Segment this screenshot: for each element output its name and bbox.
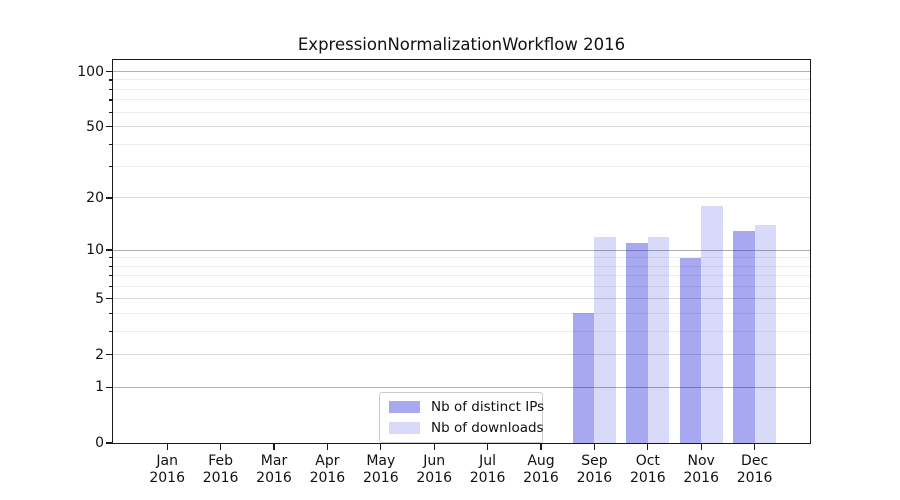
x-tick-label-feb: Feb 2016 xyxy=(202,453,239,486)
x-tick-label-jan: Jan 2016 xyxy=(149,453,185,486)
x-tick-oct xyxy=(647,443,649,450)
gridline-minor-60 xyxy=(113,111,810,113)
gridline-minor-30 xyxy=(113,166,810,168)
legend-label-distinct-ips: Nb of distinct IPs xyxy=(431,399,545,415)
y-tick-10 xyxy=(106,249,113,251)
gridline-minor-4 xyxy=(113,312,810,314)
x-tick-jan xyxy=(166,443,168,450)
bar-oct-downloads xyxy=(647,236,670,443)
y-minor-tick-7 xyxy=(109,275,113,277)
y-minor-tick-30 xyxy=(109,166,113,168)
y-minor-tick-9 xyxy=(109,257,113,259)
gridline-minor-70 xyxy=(113,99,810,101)
y-minor-tick-4 xyxy=(109,312,113,315)
gridline-minor-80 xyxy=(113,88,810,90)
y-tick-1 xyxy=(106,386,113,388)
x-tick-label-jun: Jun 2016 xyxy=(416,453,452,486)
y-tick-5 xyxy=(106,298,113,300)
y-tick-label-2: 2 xyxy=(95,346,104,363)
bar-oct-distinct-ips xyxy=(626,243,648,443)
y-tick-label-100: 100 xyxy=(77,63,104,80)
bar-dec-distinct-ips xyxy=(733,230,755,443)
plot-area xyxy=(112,59,811,444)
x-tick-label-sep: Sep 2016 xyxy=(576,453,613,486)
legend-label-downloads: Nb of downloads xyxy=(431,420,544,436)
y-minor-tick-80 xyxy=(109,88,113,90)
gridline-minor-3 xyxy=(113,330,810,332)
y-tick-2 xyxy=(106,353,113,356)
x-tick-jul xyxy=(487,443,489,450)
bar-nov-downloads xyxy=(701,206,723,443)
gridline-20 xyxy=(113,197,810,199)
legend-swatch-distinct-ips xyxy=(389,401,420,413)
x-tick-jun xyxy=(433,443,435,450)
gridline-1 xyxy=(113,386,810,388)
gridline-minor-40 xyxy=(113,143,810,145)
y-tick-label-5: 5 xyxy=(95,290,104,307)
gridline-2 xyxy=(113,354,810,356)
gridline-50 xyxy=(113,126,810,128)
y-minor-tick-60 xyxy=(109,111,113,113)
legend-swatch-downloads xyxy=(389,422,420,434)
y-tick-20 xyxy=(106,197,113,199)
gridline-minor-7 xyxy=(113,275,810,277)
y-minor-tick-40 xyxy=(109,143,113,145)
x-tick-may xyxy=(380,443,382,450)
x-tick-apr xyxy=(326,443,328,450)
y-tick-50 xyxy=(106,125,113,128)
gridline-10 xyxy=(113,249,810,251)
x-tick-label-aug: Aug 2016 xyxy=(523,453,559,486)
y-tick-label-20: 20 xyxy=(86,189,104,206)
bar-dec-downloads xyxy=(754,225,776,443)
y-tick-label-10: 10 xyxy=(86,242,104,259)
y-minor-tick-70 xyxy=(109,99,113,101)
y-minor-tick-8 xyxy=(109,265,113,267)
x-tick-label-may: May 2016 xyxy=(362,453,399,486)
y-tick-label-50: 50 xyxy=(86,118,104,135)
y-minor-tick-6 xyxy=(109,285,113,287)
x-tick-label-oct: Oct 2016 xyxy=(629,453,666,486)
chart-title: ExpressionNormalizationWorkflow 2016 xyxy=(297,35,626,54)
gridline-100 xyxy=(113,71,810,73)
x-tick-sep xyxy=(593,443,595,450)
legend-item-distinct-ips: Nb of distinct IPs xyxy=(389,399,544,415)
gridline-minor-9 xyxy=(113,257,810,259)
x-tick-label-mar: Mar 2016 xyxy=(256,453,292,486)
legend: Nb of distinct IPs Nb of downloads xyxy=(379,392,544,443)
y-minor-tick-90 xyxy=(109,79,113,81)
y-minor-tick-3 xyxy=(109,330,113,333)
y-tick-label-1: 1 xyxy=(95,379,104,396)
x-tick-feb xyxy=(220,443,222,450)
x-tick-label-jul: Jul 2016 xyxy=(469,453,506,486)
bar-nov-distinct-ips xyxy=(679,257,702,443)
gridline-minor-8 xyxy=(113,265,810,267)
x-tick-mar xyxy=(273,443,275,450)
bar-sep-distinct-ips xyxy=(573,313,595,443)
gridline-5 xyxy=(113,298,810,300)
legend-item-downloads: Nb of downloads xyxy=(389,420,544,436)
x-tick-aug xyxy=(540,443,542,450)
x-tick-label-apr: Apr 2016 xyxy=(309,453,346,486)
x-tick-dec xyxy=(754,443,756,450)
y-tick-0 xyxy=(106,442,113,444)
bar-sep-downloads xyxy=(594,236,616,443)
x-tick-label-dec: Dec 2016 xyxy=(736,453,773,486)
gridline-minor-90 xyxy=(113,79,810,81)
y-tick-100 xyxy=(106,70,113,73)
y-tick-label-0: 0 xyxy=(95,435,104,451)
gridline-minor-6 xyxy=(113,285,810,287)
x-tick-nov xyxy=(700,443,702,450)
x-tick-label-nov: Nov 2016 xyxy=(683,453,719,486)
